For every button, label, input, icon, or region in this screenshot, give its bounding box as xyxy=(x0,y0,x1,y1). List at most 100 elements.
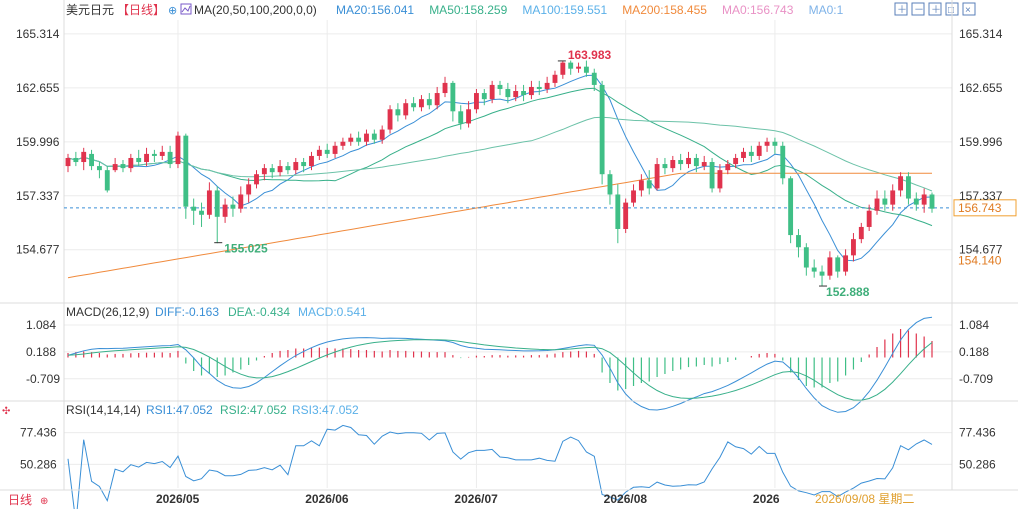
ma-color-icon xyxy=(180,3,192,15)
candle-body xyxy=(686,157,691,165)
candle-body xyxy=(882,198,888,205)
candle-body xyxy=(387,109,393,130)
candle-body xyxy=(458,111,464,124)
candle-body xyxy=(858,226,864,240)
candle-body xyxy=(474,93,479,110)
current-price-label: 156.743 xyxy=(958,201,1002,215)
candle-body xyxy=(230,204,236,209)
move-icon-glyph[interactable]: ＋ xyxy=(897,5,907,16)
candle-body xyxy=(819,271,825,276)
candle-body xyxy=(364,133,369,142)
move-icon[interactable] xyxy=(894,2,908,16)
rsi-line xyxy=(67,424,933,509)
zoom-out-icon-glyph[interactable]: － xyxy=(914,5,924,16)
candle-body xyxy=(206,190,212,215)
close-icon-glyph[interactable]: × xyxy=(965,5,971,16)
ma100-line xyxy=(67,116,933,192)
rsi-2: RSI2:47.052 xyxy=(220,403,287,417)
price-tick-right: 165.314 xyxy=(959,27,1003,41)
candle-body xyxy=(843,255,849,272)
candle-body xyxy=(701,162,707,167)
price-tick-right: 154.677 xyxy=(959,243,1003,257)
candle-body xyxy=(748,151,754,156)
zoom-in-icon[interactable] xyxy=(928,2,942,16)
candle-body xyxy=(379,129,385,140)
price-tick-right: 159.996 xyxy=(959,135,1003,149)
candle-body xyxy=(568,62,574,69)
macd-tick-left: -0.709 xyxy=(26,372,60,386)
fullscreen-icon-glyph[interactable]: □ xyxy=(948,5,954,16)
candle-body xyxy=(65,157,71,167)
candle-body xyxy=(866,210,872,227)
period-button[interactable] xyxy=(0,491,63,509)
macd-dea: DEA:-0.434 xyxy=(228,305,290,319)
candle-body xyxy=(497,84,503,89)
macd-diff-line xyxy=(67,316,933,413)
candle-body xyxy=(316,149,322,156)
candle-body xyxy=(788,178,794,236)
period-button-label[interactable]: 日线 xyxy=(8,493,32,507)
macd-dea-line xyxy=(67,339,933,401)
candle-body xyxy=(285,166,291,171)
close-icon[interactable] xyxy=(962,2,976,16)
period-dropdown-icon[interactable]: ⊕ xyxy=(40,496,48,507)
candle-body xyxy=(725,164,731,171)
rsi-tick-left: 77.436 xyxy=(20,426,57,440)
candle-body xyxy=(112,164,118,171)
price-tick-left: 165.314 xyxy=(16,27,60,41)
candle-body xyxy=(301,162,307,167)
ma-value-1: MA50:158.259 xyxy=(429,3,507,17)
candle-body xyxy=(426,99,432,106)
candle-body xyxy=(419,99,424,108)
time-label: 2026/08 xyxy=(604,492,648,506)
macd-diff: DIFF:-0.163 xyxy=(155,305,219,319)
ma50-line xyxy=(67,87,933,227)
ma-value-3: MA200:158.455 xyxy=(622,3,707,17)
candle-body xyxy=(293,162,299,171)
crosshair-icon[interactable]: ✣ xyxy=(2,406,10,417)
low2-label: 152.888 xyxy=(826,285,870,299)
candle-body xyxy=(144,153,149,163)
candle-body xyxy=(371,133,377,140)
candle-body xyxy=(827,257,833,276)
macd-tick-right: -0.709 xyxy=(959,372,993,386)
candle-body xyxy=(733,157,739,165)
zoom-out-icon[interactable] xyxy=(911,2,925,16)
macd-title: MACD(26,12,9) xyxy=(66,305,149,319)
candle-body xyxy=(104,170,110,191)
candle-body xyxy=(481,93,487,100)
candle-body xyxy=(631,190,636,203)
candle-body xyxy=(183,135,189,207)
candle-body xyxy=(772,141,778,146)
price-tick-right: 162.655 xyxy=(959,81,1003,95)
candle-body xyxy=(764,141,770,146)
zoom-in-icon-glyph[interactable]: ＋ xyxy=(931,5,941,16)
macd-tick-right: 1.084 xyxy=(959,318,989,332)
candle-body xyxy=(835,257,841,272)
rsi-3: RSI3:47.052 xyxy=(292,403,359,417)
time-label: 2026/05 xyxy=(156,492,200,506)
chart-toolbar[interactable]: ＋ － ＋ □ × xyxy=(894,2,976,16)
candle-body xyxy=(434,93,440,106)
candle-body xyxy=(890,190,896,205)
candle-body xyxy=(191,206,197,211)
candle-body xyxy=(89,153,94,167)
ma-value-4: MA0:156.743 xyxy=(722,3,794,17)
candle-body xyxy=(513,91,519,98)
time-label: 2026 xyxy=(753,492,780,506)
candle-body xyxy=(340,141,346,146)
candle-body xyxy=(921,194,927,205)
price-tick-left: 157.337 xyxy=(16,189,60,203)
candle-body xyxy=(199,210,204,215)
settings-icon[interactable]: ⊕ xyxy=(168,5,177,17)
price-tick-right: 157.337 xyxy=(959,189,1003,203)
candle-body xyxy=(756,145,762,156)
candle-body xyxy=(717,170,723,189)
candle-body xyxy=(261,168,267,175)
candle-body xyxy=(803,247,809,268)
candle-body xyxy=(536,86,542,89)
candle-body xyxy=(151,153,157,156)
candle-body xyxy=(898,176,904,191)
macd-tick-left: 0.188 xyxy=(26,345,56,359)
